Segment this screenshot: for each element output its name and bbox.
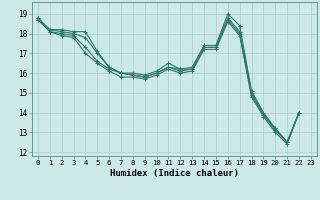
X-axis label: Humidex (Indice chaleur): Humidex (Indice chaleur) — [110, 169, 239, 178]
